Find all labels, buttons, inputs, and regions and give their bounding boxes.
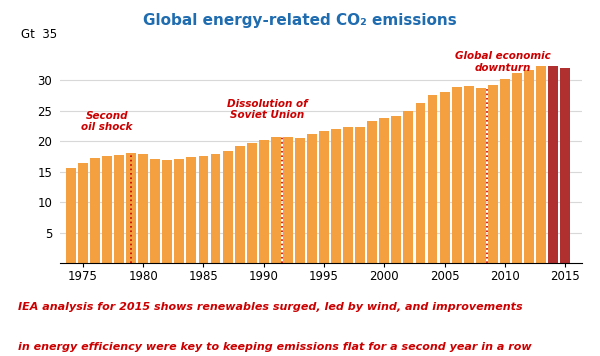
Bar (126, 153, 136, 263)
Bar (247, 143, 257, 263)
Bar (512, 73, 522, 263)
Bar (283, 137, 293, 263)
Bar (403, 111, 413, 263)
Bar (331, 129, 341, 263)
Bar (440, 92, 449, 263)
Bar (235, 146, 245, 263)
Bar (548, 66, 558, 263)
Bar (307, 134, 317, 263)
Bar (90, 158, 100, 263)
Text: in energy efficiency were key to keeping emissions flat for a second year in a r: in energy efficiency were key to keeping… (18, 342, 532, 352)
Bar (391, 116, 401, 263)
Bar (524, 70, 534, 263)
Bar (66, 168, 76, 263)
Bar (271, 137, 281, 263)
Bar (560, 68, 570, 263)
Bar (102, 156, 112, 263)
Text: Global economic
downturn: Global economic downturn (455, 51, 550, 73)
Bar (367, 121, 377, 263)
Bar (150, 159, 160, 263)
Bar (187, 157, 196, 263)
Bar (355, 127, 365, 263)
Bar (319, 131, 329, 263)
Bar (114, 156, 124, 263)
Bar (211, 153, 220, 263)
Text: IEA analysis for 2015 shows renewables surged, led by wind, and improvements: IEA analysis for 2015 shows renewables s… (18, 302, 523, 312)
Bar (343, 127, 353, 263)
Bar (223, 151, 233, 263)
Text: Gt  35: Gt 35 (21, 28, 57, 41)
Bar (476, 88, 485, 263)
Bar (416, 103, 425, 263)
Bar (259, 140, 269, 263)
Bar (78, 163, 88, 263)
Bar (295, 138, 305, 263)
Bar (500, 79, 510, 263)
Bar (428, 95, 437, 263)
Bar (488, 85, 498, 263)
Text: Second
oil shock: Second oil shock (82, 111, 133, 132)
Bar (199, 156, 208, 263)
Bar (536, 66, 546, 263)
Bar (175, 159, 184, 263)
Bar (379, 118, 389, 263)
Bar (138, 154, 148, 263)
Bar (452, 87, 461, 263)
Bar (163, 160, 172, 263)
Text: Global energy-related CO₂ emissions: Global energy-related CO₂ emissions (143, 14, 457, 28)
Bar (464, 87, 473, 263)
Text: Dissolution of
Soviet Union: Dissolution of Soviet Union (227, 99, 308, 120)
